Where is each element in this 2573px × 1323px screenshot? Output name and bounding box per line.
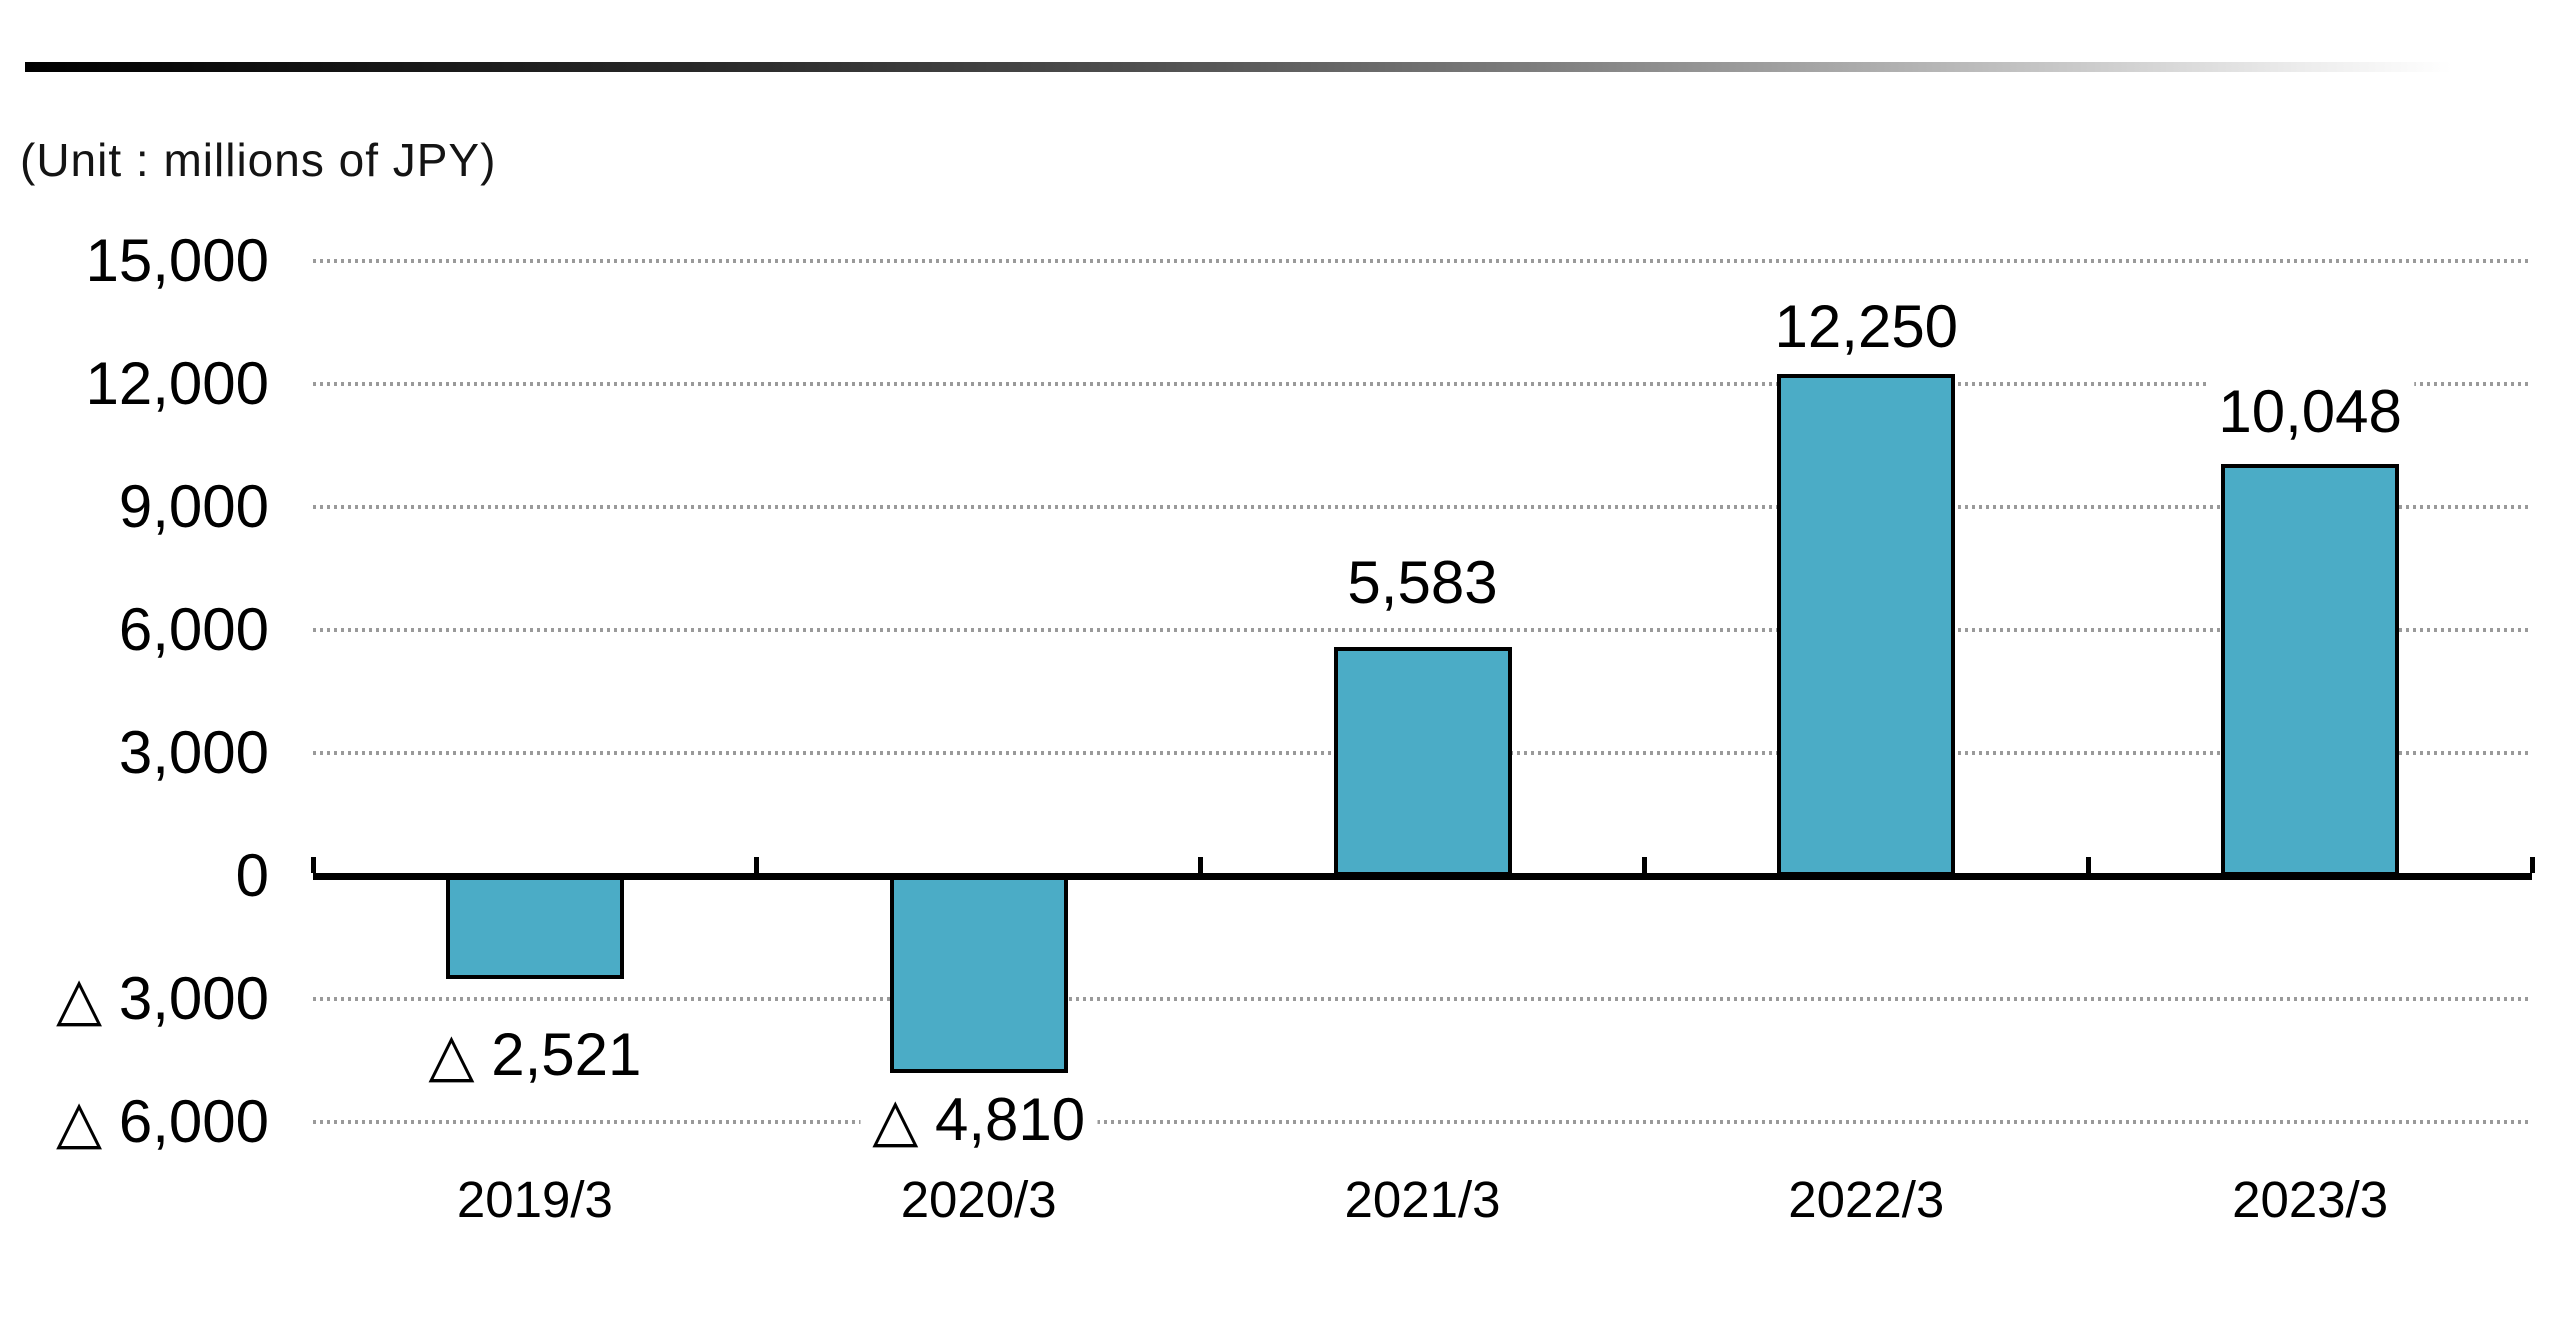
y-axis-tick-label: 6,000	[118, 596, 269, 663]
x-axis-category-label: 2020/3	[900, 1171, 1057, 1228]
y-axis-tick-label: △ 6,000	[56, 1088, 269, 1155]
x-axis-category-label: 2021/3	[1344, 1171, 1501, 1228]
bar-value-label: △ 4,810	[860, 1076, 1098, 1165]
x-axis-tick	[754, 857, 760, 873]
h-gridline--6000	[313, 1120, 2532, 1124]
x-axis-category-label: 2019/3	[456, 1171, 613, 1228]
h-gridline-15000	[313, 259, 2532, 263]
bar-value-label: 5,583	[1335, 539, 1510, 628]
x-axis-tick	[1198, 857, 1204, 873]
bar-2023/3	[2221, 464, 2400, 877]
bar-2020/3	[889, 876, 1068, 1073]
y-axis-tick-label: 3,000	[118, 719, 269, 786]
y-axis-tick-label: 12,000	[85, 350, 269, 417]
bar-value-label: 12,250	[1762, 282, 1971, 371]
bar-2022/3	[1777, 373, 1956, 876]
h-gridline-12000	[313, 382, 2532, 386]
h-gridline-6000	[313, 628, 2532, 632]
h-gridline--3000	[313, 997, 2532, 1001]
bar-2021/3	[1333, 647, 1512, 877]
x-axis-tick	[2529, 857, 2535, 873]
y-axis-tick-label: △ 3,000	[56, 965, 269, 1032]
bar-value-label: 10,048	[2206, 368, 2414, 457]
x-axis-tick	[310, 857, 316, 873]
bar-2019/3	[445, 876, 624, 979]
header-gradient-rule	[25, 62, 2553, 72]
y-axis-tick-label: 0	[235, 842, 269, 909]
x-axis-tick	[1641, 857, 1647, 873]
bar-value-label: △ 2,521	[416, 1011, 654, 1100]
x-axis-category-label: 2022/3	[1788, 1171, 1945, 1228]
x-axis-tick	[2085, 857, 2091, 873]
h-gridline-9000	[313, 505, 2532, 509]
x-axis-category-label: 2023/3	[2232, 1171, 2389, 1228]
unit-note: (Unit : millions of JPY)	[20, 134, 497, 186]
y-axis-tick-label: 15,000	[85, 227, 269, 294]
y-axis-tick-label: 9,000	[118, 473, 269, 540]
x-axis-zero-line	[313, 873, 2532, 880]
